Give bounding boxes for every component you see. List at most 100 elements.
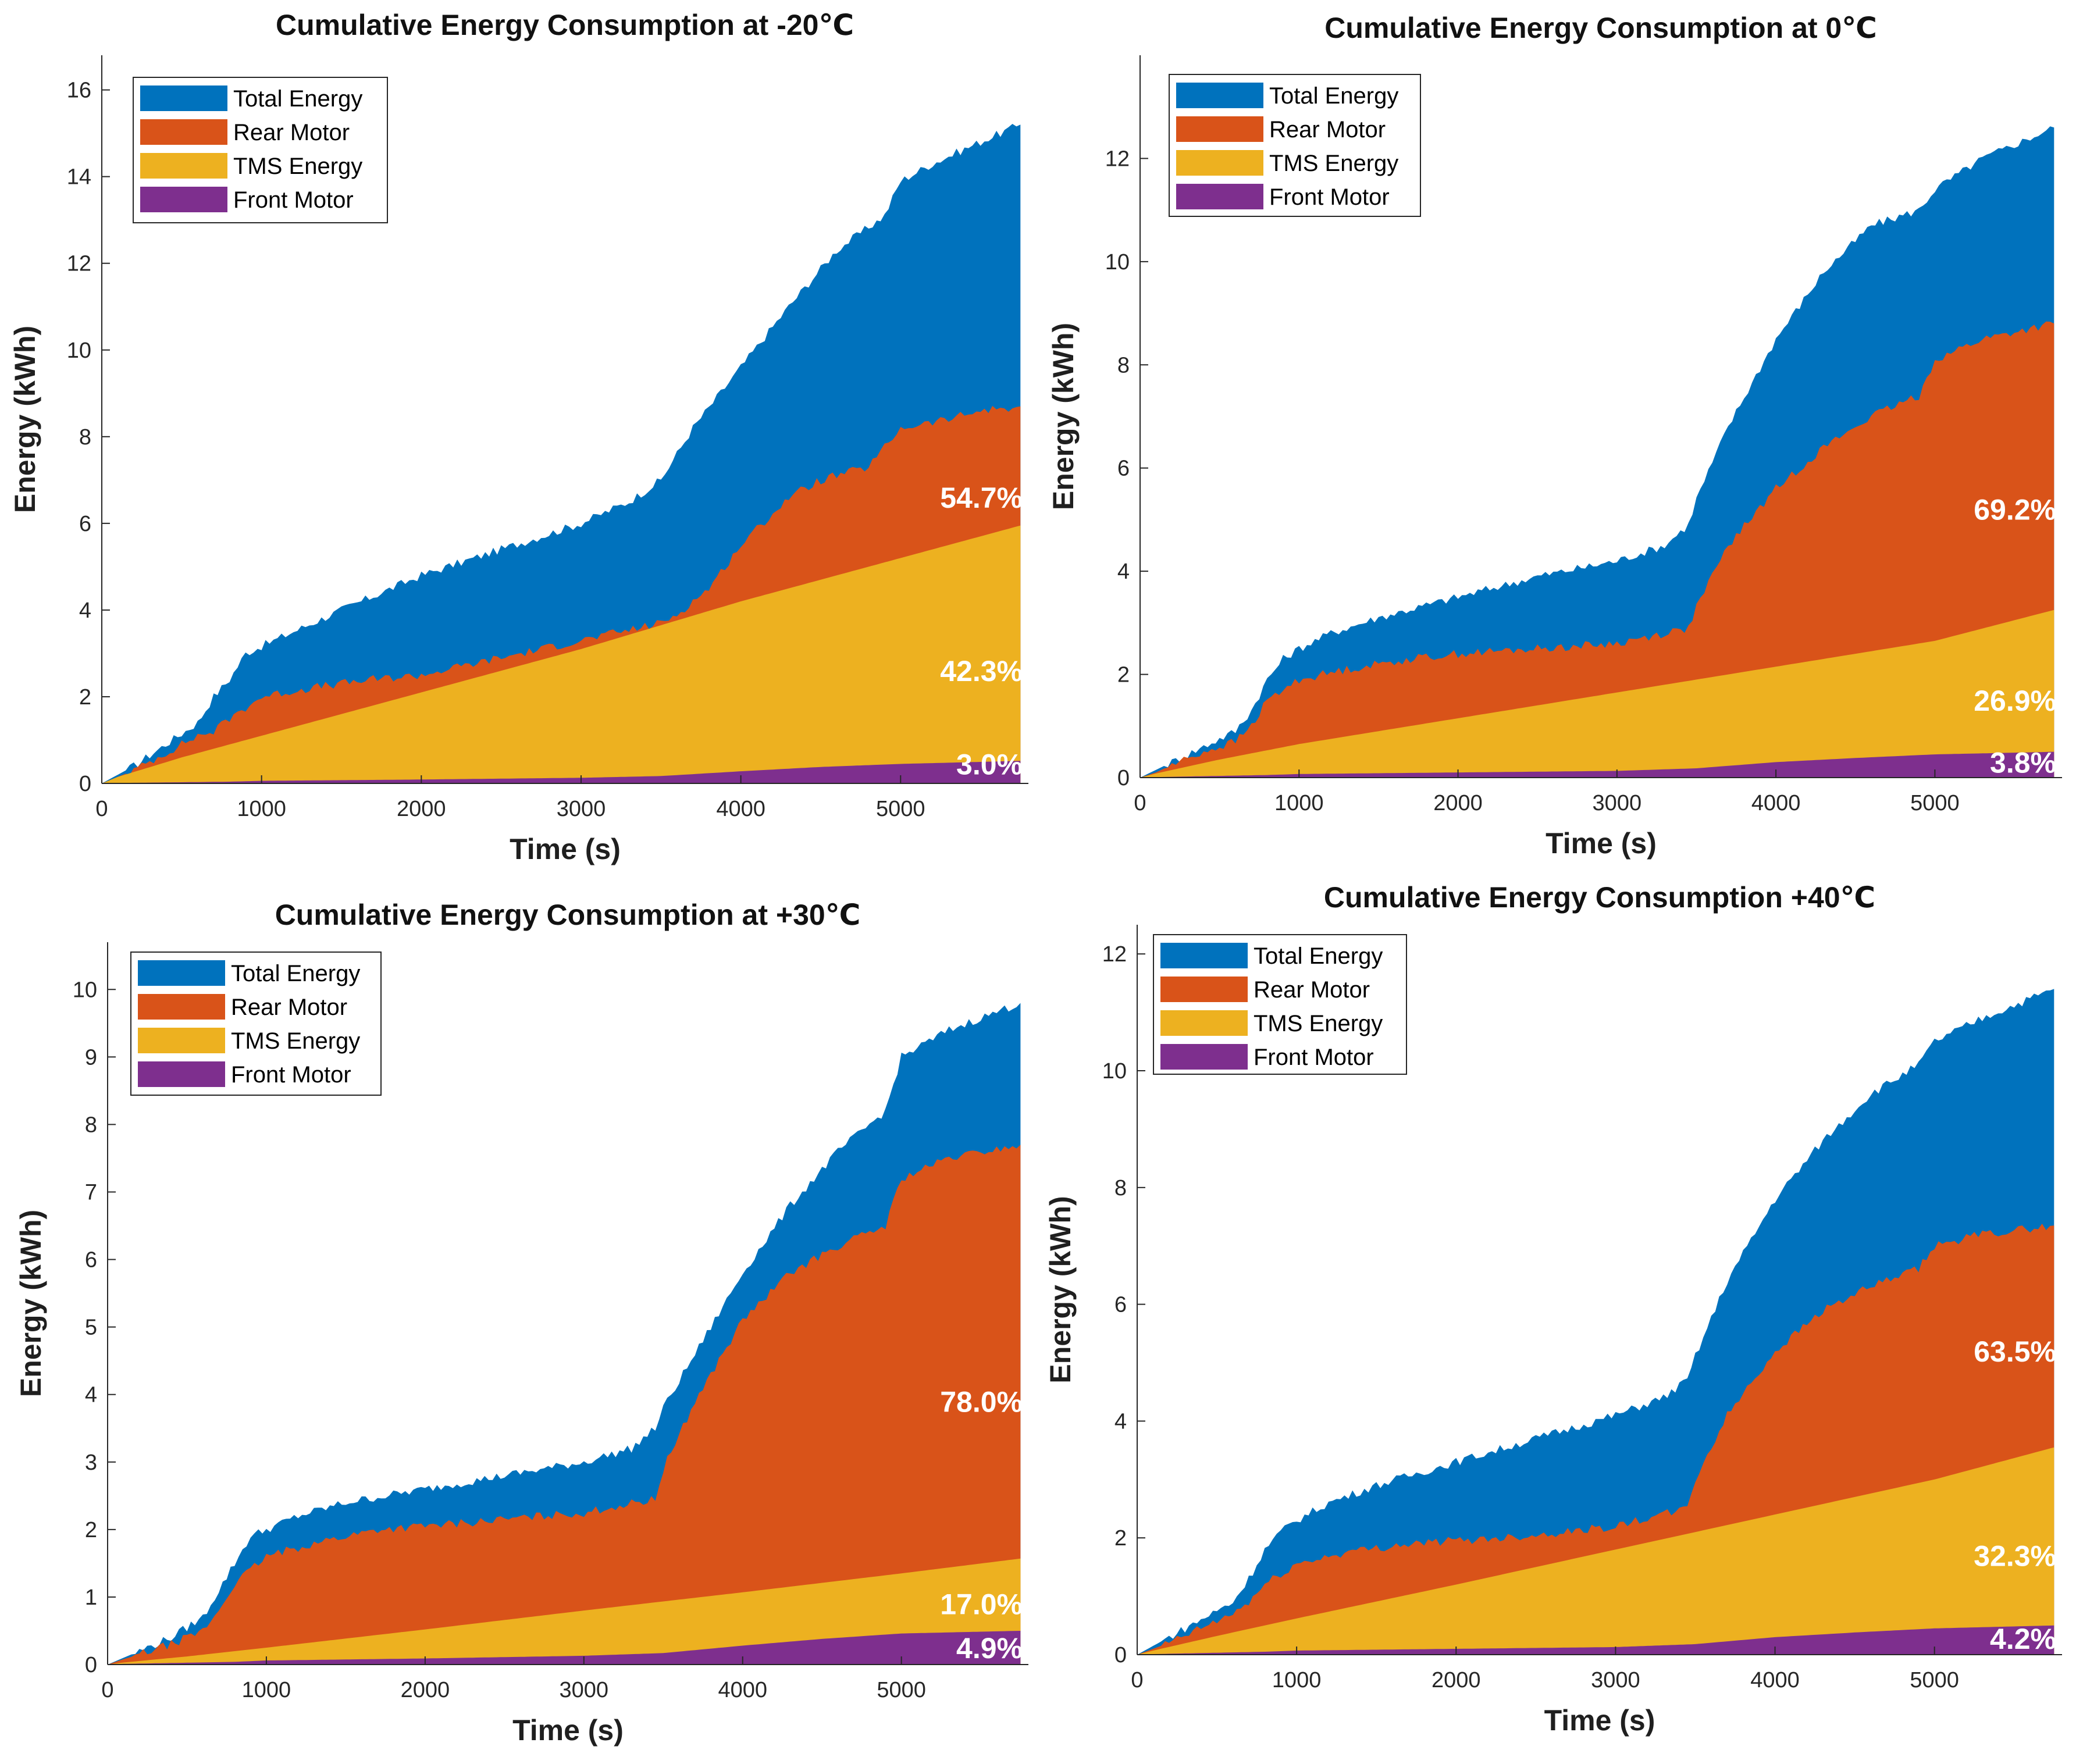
chart-title: Cumulative Energy Consumption +40℃ — [1324, 881, 1875, 914]
legend: Total Energy Rear Motor TMS Energy Front Mo… — [1169, 74, 1421, 217]
legend-swatch — [138, 994, 225, 1020]
chart-title: Cumulative Energy Consumption at -20℃ — [276, 9, 854, 41]
area-front-motor — [102, 761, 1021, 783]
y-tick-label: 6 — [1117, 457, 1130, 481]
legend-entry: Rear Motor — [1254, 977, 1370, 1003]
y-tick-label: 4 — [85, 1383, 97, 1407]
y-tick-label: 4 — [1114, 1409, 1127, 1434]
x-tick-label: 1000 — [242, 1678, 291, 1702]
y-tick-label: 1 — [85, 1585, 97, 1610]
x-tick-label: 0 — [1131, 1668, 1143, 1692]
percentage-label: 4.2% — [1990, 1623, 2056, 1655]
x-tick-label: 5000 — [1910, 1668, 1959, 1692]
x-tick-label: 4000 — [718, 1678, 767, 1702]
x-tick-label: 2000 — [401, 1678, 450, 1702]
x-tick-label: 3000 — [557, 797, 606, 821]
y-tick-label: 0 — [1114, 1643, 1127, 1667]
y-tick-label: 8 — [1117, 353, 1130, 377]
y-tick-label: 4 — [1117, 560, 1130, 584]
x-tick-label: 0 — [101, 1678, 113, 1702]
legend-swatch — [140, 119, 227, 145]
y-tick-label: 0 — [85, 1653, 97, 1677]
y-tick-label: 6 — [79, 512, 91, 536]
x-tick-label: 3000 — [560, 1678, 609, 1702]
chart-title: Cumulative Energy Consumption at +30℃ — [275, 899, 861, 931]
percentage-label: 32.3% — [1974, 1540, 2056, 1572]
x-tick-label: 4000 — [716, 797, 765, 821]
y-tick-label: 8 — [1114, 1176, 1127, 1200]
legend-swatch — [1176, 116, 1263, 142]
legend-swatch — [1160, 977, 1248, 1002]
area-rear-motor — [108, 1145, 1021, 1665]
y-tick-label: 8 — [79, 425, 91, 450]
legend-entry: TMS Energy — [231, 1028, 360, 1054]
x-tick-label: 1000 — [1274, 791, 1324, 815]
legend-swatch — [138, 1061, 225, 1087]
legend-entry: Rear Motor — [231, 995, 347, 1020]
chart-panel-1: Cumulative Energy Consumption at -20℃ 0 2 4… — [9, 9, 1028, 865]
area-front-motor — [1140, 751, 2054, 778]
chart-title: Cumulative Energy Consumption at 0℃ — [1324, 12, 1877, 44]
legend-entry: Front Motor — [1269, 184, 1390, 210]
y-axis-label: Energy (kWh) — [1044, 1196, 1077, 1383]
x-tick-label: 4000 — [1750, 1668, 1800, 1692]
legend-entry: Total Energy — [1269, 83, 1398, 109]
legend-entry: TMS Energy — [1269, 151, 1398, 176]
percentage-label: 4.9% — [956, 1632, 1023, 1665]
y-axis-label: Energy (kWh) — [1047, 323, 1080, 510]
x-axis-label: Time (s) — [1544, 1704, 1655, 1737]
x-tick-label: 2000 — [1433, 791, 1483, 815]
area-front-motor — [108, 1631, 1021, 1665]
legend: Total Energy Rear Motor TMS Energy Front Mo… — [130, 952, 382, 1096]
legend-swatch — [1176, 184, 1263, 209]
percentage-label: 42.3% — [940, 655, 1023, 687]
percentage-label: 3.0% — [956, 748, 1023, 781]
legend-entry: Rear Motor — [233, 120, 350, 145]
legend-entry: Total Energy — [233, 86, 362, 112]
legend-entry: Front Motor — [1254, 1045, 1374, 1070]
chart-panel-2: Cumulative Energy Consumption at 0℃ 0 2 4 6 8… — [1047, 12, 2062, 860]
area-tms-energy — [102, 525, 1021, 783]
x-tick-label: 2000 — [397, 797, 446, 821]
y-tick-label: 4 — [79, 598, 91, 623]
y-tick-label: 5 — [85, 1316, 97, 1340]
y-axis-label: Energy (kWh) — [15, 1210, 47, 1397]
y-tick-label: 12 — [1105, 147, 1130, 171]
area-tms-energy — [1137, 1447, 2054, 1655]
y-tick-label: 10 — [73, 978, 97, 1002]
y-tick-label: 16 — [67, 79, 91, 103]
x-axis-label: Time (s) — [512, 1714, 624, 1747]
x-axis-label: Time (s) — [1546, 827, 1657, 860]
y-tick-label: 8 — [85, 1113, 97, 1137]
x-tick-label: 1000 — [237, 797, 286, 821]
legend-entry: Total Energy — [1254, 943, 1383, 969]
legend-swatch — [1160, 1044, 1248, 1070]
area-tms-energy — [108, 1558, 1021, 1665]
percentage-label: 3.8% — [1990, 746, 2056, 779]
y-tick-label: 10 — [1105, 250, 1130, 275]
chart-panel-4: Cumulative Energy Consumption +40℃ 0 2 4 6 8 1… — [1044, 881, 2062, 1737]
x-tick-label: 3000 — [1591, 1668, 1640, 1692]
percentage-label: 17.0% — [940, 1588, 1023, 1621]
x-tick-label: 0 — [1134, 791, 1146, 815]
legend: Total Energy Rear Motor TMS Energy Front Mo… — [133, 77, 388, 223]
legend-swatch — [1160, 1010, 1248, 1036]
x-tick-label: 5000 — [876, 797, 925, 821]
y-tick-label: 6 — [85, 1248, 97, 1273]
y-axis-label: Energy (kWh) — [9, 326, 41, 513]
legend-swatch — [1160, 943, 1248, 968]
y-tick-label: 0 — [79, 772, 91, 796]
legend-entry: Front Motor — [233, 187, 354, 213]
percentage-label: 69.2% — [1974, 494, 2056, 526]
legend-swatch — [1176, 150, 1263, 176]
y-tick-label: 10 — [67, 338, 91, 363]
x-tick-label: 3000 — [1593, 791, 1642, 815]
y-tick-label: 6 — [1114, 1293, 1127, 1317]
percentage-label: 54.7% — [940, 482, 1023, 514]
y-tick-label: 14 — [67, 165, 91, 190]
percentage-label: 26.9% — [1974, 685, 2056, 717]
area-tms-energy — [1140, 610, 2054, 778]
area-front-motor — [1137, 1625, 2054, 1655]
legend-swatch — [140, 85, 227, 111]
